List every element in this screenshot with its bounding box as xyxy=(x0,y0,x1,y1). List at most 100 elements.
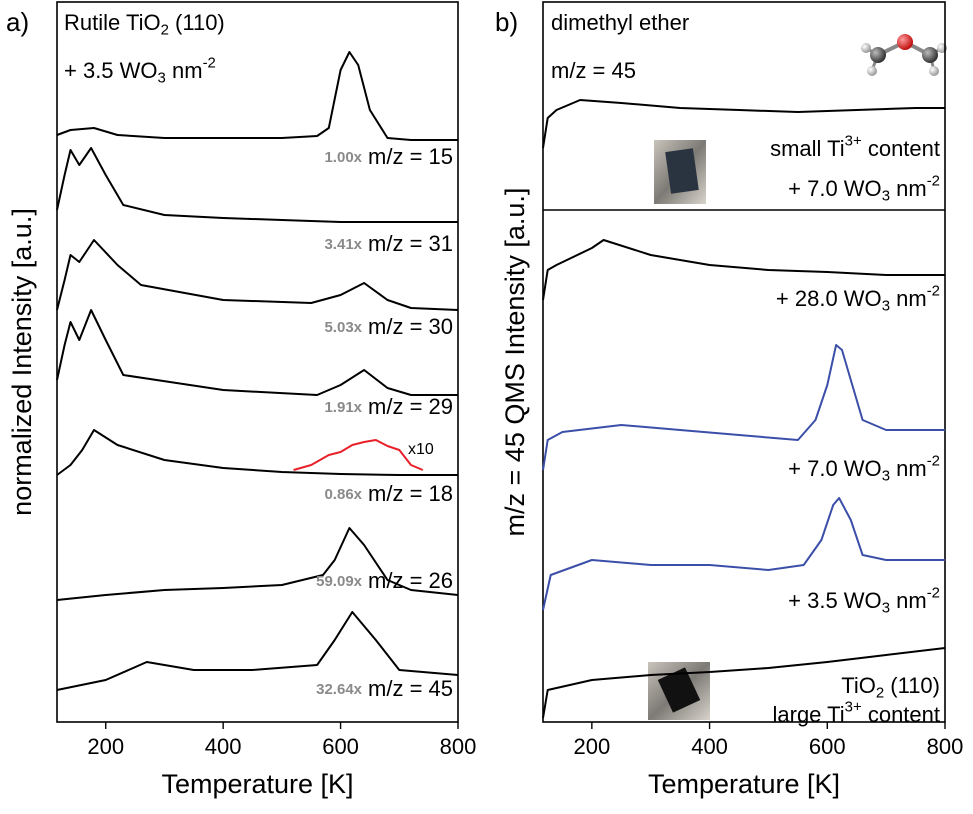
scale-factor: 1.91x xyxy=(324,399,362,416)
text-part: m/z = 45 xyxy=(368,676,453,701)
series-label: + 7.0 WO3 nm-2 xyxy=(788,453,940,485)
data-line xyxy=(542,239,945,301)
panel-label: a) xyxy=(6,7,29,37)
series-name: m/z = 18 xyxy=(368,481,453,506)
series-name: m/z = 15 xyxy=(368,144,453,169)
x-tick-label: 400 xyxy=(691,734,728,759)
text-part: -2 xyxy=(927,283,940,300)
text-part: 3+ xyxy=(845,133,862,150)
series-label: 32.64x m/z = 45 xyxy=(316,676,453,701)
annotation: small Ti3+ content xyxy=(770,133,940,161)
series-label: 59.09x m/z = 26 xyxy=(316,568,453,593)
text-part: nm xyxy=(890,176,927,201)
series-label: + 7.0 WO3 nm-2 xyxy=(788,173,940,205)
series-name: m/z = 26 xyxy=(368,568,453,593)
sample-photo xyxy=(648,662,710,720)
scale-factor: 0.86x xyxy=(324,486,362,503)
text-part: m/z = 15 xyxy=(368,144,453,169)
series-name: m/z = 29 xyxy=(368,394,453,419)
text-part: 3 xyxy=(158,70,166,87)
scale-factor: 1.00x xyxy=(324,149,362,166)
series-label: 5.03x m/z = 30 xyxy=(324,314,453,339)
y-axis-label: normalized Intensity [a.u.] xyxy=(7,208,37,516)
text-part: m/z = 31 xyxy=(368,231,453,256)
x-tick-label: 200 xyxy=(573,734,610,759)
series-label: 1.91x m/z = 29 xyxy=(324,394,453,419)
text-part: -2 xyxy=(203,55,216,72)
text-part: content xyxy=(862,702,940,727)
scale-factor: 3.41x xyxy=(324,236,362,253)
data-line xyxy=(56,527,459,601)
plot-frame xyxy=(56,1,459,723)
x-axis-label: Temperature [K] xyxy=(648,769,840,799)
series-label: 0.86x m/z = 18 xyxy=(324,481,453,506)
text-part: 3 xyxy=(882,600,890,617)
text-part: content xyxy=(862,136,940,161)
series-name: m/z = 30 xyxy=(368,314,453,339)
data-line xyxy=(56,147,458,223)
data-line xyxy=(56,51,458,141)
text-part: m/z = 18 xyxy=(368,481,453,506)
scale-factor: 32.64x xyxy=(316,681,363,698)
series-name: m/z = 45 xyxy=(368,676,453,701)
annotation: dimethyl ether xyxy=(551,10,689,35)
text-part: + 7.0 WO xyxy=(788,456,882,481)
annotation: m/z = 45 xyxy=(551,58,636,83)
x-tick-label: 200 xyxy=(87,734,124,759)
text-part: + 3.5 WO xyxy=(788,588,882,613)
data-line xyxy=(542,497,945,611)
text-part: nm xyxy=(890,456,927,481)
text-part: 3 xyxy=(882,298,890,315)
text-part: -2 xyxy=(927,453,940,470)
annotation: large Ti3+ content xyxy=(773,699,941,727)
data-line xyxy=(56,239,459,311)
y-axis-label: m/z = 45 QMS Intensity [a.u.] xyxy=(500,188,530,537)
text-part: nm xyxy=(890,286,927,311)
x-tick-label: 800 xyxy=(440,734,477,759)
data-line xyxy=(293,439,424,471)
molecule-icon xyxy=(861,34,947,76)
text-part: Rutile TiO xyxy=(64,10,161,35)
series-label: + 28.0 WO3 nm-2 xyxy=(776,283,940,315)
scale-factor: 5.03x xyxy=(324,319,362,336)
series-label: 1.00x m/z = 15 xyxy=(324,144,453,169)
text-part: 3 xyxy=(882,188,890,205)
annotation: Rutile TiO2 (110) xyxy=(64,10,225,39)
text-part: + 3.5 WO xyxy=(64,58,158,83)
text-part: nm xyxy=(166,58,203,83)
series-label: TiO2 (110) xyxy=(841,673,940,702)
text-part: small Ti xyxy=(770,136,845,161)
text-part: m/z = 29 xyxy=(368,394,453,419)
x-axis-label: Temperature [K] xyxy=(161,769,353,799)
data-line xyxy=(56,429,458,476)
text-part: (110) xyxy=(884,673,940,698)
text-part: + 28.0 WO xyxy=(776,286,882,311)
data-line xyxy=(56,309,458,396)
text-part: x10 xyxy=(408,441,434,458)
text-part: 3+ xyxy=(845,699,862,716)
text-part: -2 xyxy=(927,173,940,190)
series-label: x10 xyxy=(408,441,434,458)
panel-label: b) xyxy=(495,7,518,37)
x-tick-label: 600 xyxy=(322,734,359,759)
text-part: m/z = 45 xyxy=(551,58,636,83)
series-name: m/z = 31 xyxy=(368,231,453,256)
text-part: -2 xyxy=(927,585,940,602)
data-line xyxy=(542,344,945,471)
text-part: large Ti xyxy=(773,702,845,727)
text-part: 3 xyxy=(882,468,890,485)
text-part: m/z = 26 xyxy=(368,568,453,593)
text-part: m/z = 30 xyxy=(368,314,453,339)
text-part: 2 xyxy=(161,22,169,39)
scale-factor: 59.09x xyxy=(316,573,363,590)
sample-photo xyxy=(654,140,706,204)
data-line xyxy=(542,99,945,149)
series-label: 3.41x m/z = 31 xyxy=(324,231,453,256)
text-part: (110) xyxy=(169,10,225,35)
text-part: + 7.0 WO xyxy=(788,176,882,201)
x-tick-label: 600 xyxy=(809,734,846,759)
text-part: nm xyxy=(890,588,927,613)
text-part: dimethyl ether xyxy=(551,10,689,35)
plot-frame xyxy=(542,1,946,723)
